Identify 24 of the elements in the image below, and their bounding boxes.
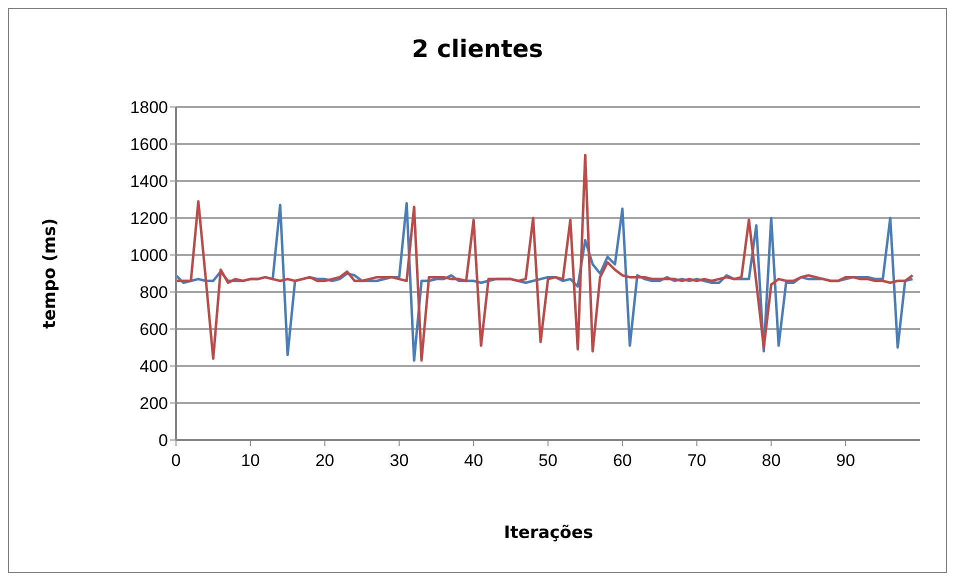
x-tick-label: 50 bbox=[538, 451, 558, 470]
y-axis-title: tempo (ms) bbox=[40, 218, 60, 329]
x-tick-label: 40 bbox=[464, 451, 484, 470]
chart-title: 2 clientes bbox=[410, 35, 544, 63]
x-axis-title: Iterações bbox=[502, 523, 594, 543]
x-tick-label: 60 bbox=[612, 451, 632, 470]
y-tick-label: 1800 bbox=[130, 98, 168, 118]
x-tick-label: 0 bbox=[171, 451, 181, 470]
x-tick-label: 80 bbox=[762, 451, 781, 470]
y-tick-label: 600 bbox=[140, 320, 168, 340]
y-tick-label: 1000 bbox=[130, 246, 168, 266]
y-tick-label: 1400 bbox=[130, 172, 168, 192]
x-tick-label: 20 bbox=[315, 451, 334, 470]
x-tick-label: 30 bbox=[390, 451, 409, 470]
y-tick-label: 400 bbox=[140, 357, 168, 376]
x-tick-label: 10 bbox=[240, 451, 260, 470]
y-tick-label: 0 bbox=[158, 431, 168, 450]
x-tick-label: 70 bbox=[687, 451, 706, 470]
line-series bbox=[176, 154, 914, 362]
y-tick-label: 1600 bbox=[130, 135, 168, 154]
y-tick-label: 800 bbox=[140, 283, 168, 302]
y-tick-label: 200 bbox=[140, 394, 168, 414]
y-tick-label: 1200 bbox=[130, 209, 168, 228]
x-tick-label: 90 bbox=[836, 451, 856, 470]
